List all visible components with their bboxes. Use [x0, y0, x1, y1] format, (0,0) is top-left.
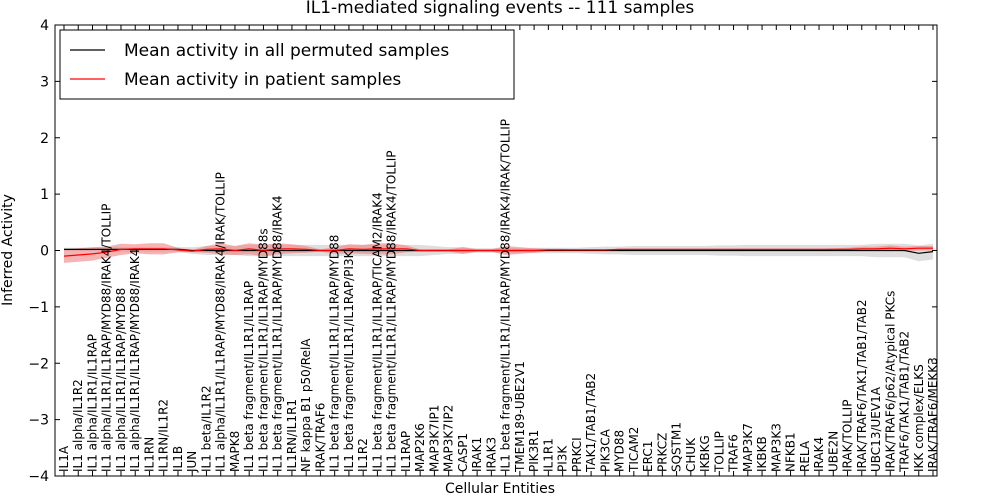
- x-tick-label: IL1 alpha/IL1R1/IL1RAP/MYD88/IRAK4/TOLLI…: [100, 204, 114, 472]
- band-patient: [64, 243, 933, 263]
- x-tick-label: IKK complex/ELKS: [912, 364, 926, 472]
- x-tick-label: MYD88: [613, 430, 627, 472]
- x-tick-label: IL1RN/IL1R1: [285, 399, 299, 472]
- y-axis-label: Inferred Activity: [0, 194, 16, 306]
- legend: Mean activity in all permuted samples Me…: [59, 29, 515, 100]
- x-tick-label: CASP1: [456, 433, 470, 472]
- x-tick-label: MAPK8: [228, 431, 242, 472]
- x-tick-label: IL1 alpha/IL1R1/IL1RAP/MYD88/IRAK4: [128, 249, 142, 472]
- x-tick-label: TMEM189-UBE2V1: [513, 361, 527, 473]
- x-tick-label: NFKB1: [784, 432, 798, 472]
- x-tick-label: IRAK/TRAF6/TAK1/TAB1/TAB2: [855, 299, 869, 472]
- x-tick-label: UBE2N: [826, 431, 840, 472]
- x-tick-label: IL1RAP: [399, 431, 413, 472]
- x-tick-label: MAP2K6: [413, 423, 427, 472]
- x-tick-label: IL1 beta fragment/IL1R1/IL1RAP/MYD88/IRA…: [499, 119, 513, 472]
- y-tick-label: −2: [28, 356, 49, 372]
- y-tick-label: 2: [40, 131, 49, 147]
- x-tick-label: PRKCZ: [655, 433, 669, 472]
- x-tick-label: RELA: [798, 440, 812, 472]
- y-tick-label: 0: [40, 244, 49, 260]
- x-tick-label: IRAK/TRAF6: [313, 403, 327, 472]
- x-tick-label: IRAK3: [484, 437, 498, 472]
- x-tick-label: JUN: [185, 451, 199, 473]
- x-tick-label: TAK1/TAB1/TAB2: [584, 373, 598, 473]
- x-tick-label: IL1 beta/IL1R2: [199, 385, 213, 472]
- x-tick-label: SQSTM1: [670, 422, 684, 472]
- y-tick-label: 3: [40, 74, 49, 90]
- chart-title: IL1-mediated signaling events -- 111 sam…: [306, 0, 695, 18]
- x-tick-label: PRKCI: [570, 437, 584, 472]
- x-tick-label: IRAK1: [470, 437, 484, 472]
- x-axis-label: Cellular Entities: [445, 481, 555, 497]
- x-tick-label: IKBKG: [698, 435, 712, 472]
- x-tick-label: IL1 beta fragment/IL1R1/IL1RAP/MYD88/IRA…: [271, 195, 285, 472]
- x-tick-label: IL1 beta fragment/IL1R1/IL1RAP/MYD88s: [256, 228, 270, 472]
- y-tick-label: −1: [28, 300, 49, 316]
- y-tick-label: −3: [28, 413, 49, 429]
- x-tick-label: IL1A: [57, 445, 71, 472]
- x-tick-label: IRAK/TRAF6/MEKK3: [926, 357, 940, 472]
- x-tick-label: IL1B: [171, 446, 185, 472]
- x-tick-label: IL1 beta fragment/IL1R1/IL1RAP/MYD88: [328, 235, 342, 472]
- x-tick-label: IL1R1: [541, 438, 555, 472]
- x-tick-label: IL1RN/IL1R2: [157, 399, 171, 472]
- x-tick-label: IKBKB: [755, 436, 769, 472]
- x-tick-label: ERC1: [641, 441, 655, 472]
- x-tick-label: IL1 alpha/IL1R1/IL1RAP/MYD88: [114, 288, 128, 472]
- plot-frame: [54, 24, 938, 477]
- y-tick-label: 4: [40, 18, 49, 34]
- x-tick-label: NF kappa B1 p50/RelA: [299, 338, 313, 472]
- x-tick-label: IL1R2: [356, 438, 370, 472]
- x-tick-label: IRAK/TRAF6/p62/Atypical PKCs: [883, 291, 897, 472]
- x-tick-label: TRAF6: [727, 434, 741, 473]
- x-tick-label: IRAK/TOLLIP: [841, 400, 855, 472]
- confidence-bands: [64, 243, 933, 263]
- x-tick-label: MAP3K7: [741, 423, 755, 472]
- x-tick-label: IL1 beta fragment/IL1R1/IL1RAP: [242, 281, 256, 472]
- x-tick-label: PIK3CA: [598, 428, 612, 472]
- x-tick-label: UBC13/UEV1A: [869, 386, 883, 472]
- x-tick-label: TOLLIP: [712, 431, 726, 473]
- legend-label-patient: Mean activity in patient samples: [124, 70, 401, 90]
- x-tick-label: IL1 beta fragment/IL1R1/IL1RAP/TICAM2/IR…: [370, 192, 384, 472]
- x-tick-label: MAP3K7IP1: [427, 405, 441, 472]
- x-tick-label: PIK3R1: [527, 430, 541, 472]
- line-patient: [63, 247, 933, 257]
- x-tick-label: TICAM2: [627, 427, 641, 473]
- y-tick-label: −4: [28, 469, 49, 485]
- x-tick-label: IL1 alpha/IL1R1/IL1RAP/MYD88/IRAK4/IRAK/…: [214, 172, 228, 472]
- y-tick-labels: 4 3 2 1 0 −1 −2 −3 −4: [28, 18, 937, 485]
- x-tick-label: IRAK4: [812, 437, 826, 472]
- x-tick-label: IL1 beta fragment/IL1R1/IL1RAP/PI3K: [342, 249, 356, 472]
- series-lines: [63, 247, 934, 257]
- legend-box: [59, 29, 515, 100]
- x-tick-labels: IL1A IL1 alpha/IL1R2 IL1 alpha/IL1R1/IL1RA…: [57, 25, 940, 476]
- x-tick-label: CHUK: [684, 437, 698, 472]
- x-tick-label: IL1RN: [142, 437, 156, 472]
- x-tick-label: IL1 alpha/IL1R1/IL1RAP: [85, 334, 99, 472]
- x-tick-label: TRAF6/TAK1/TAB1/TAB2: [898, 331, 912, 473]
- x-tick-label: MAP3K7IP2: [442, 405, 456, 472]
- y-tick-label: 1: [40, 187, 49, 203]
- legend-label-permuted: Mean activity in all permuted samples: [124, 41, 449, 61]
- x-tick-label: PI3K: [556, 445, 570, 472]
- x-tick-label: MAP3K3: [769, 423, 783, 472]
- x-tick-label: IL1 alpha/IL1R2: [71, 379, 85, 472]
- x-tick-label: IL1 beta fragment/IL1R1/IL1RAP/MYD88/IRA…: [385, 151, 399, 472]
